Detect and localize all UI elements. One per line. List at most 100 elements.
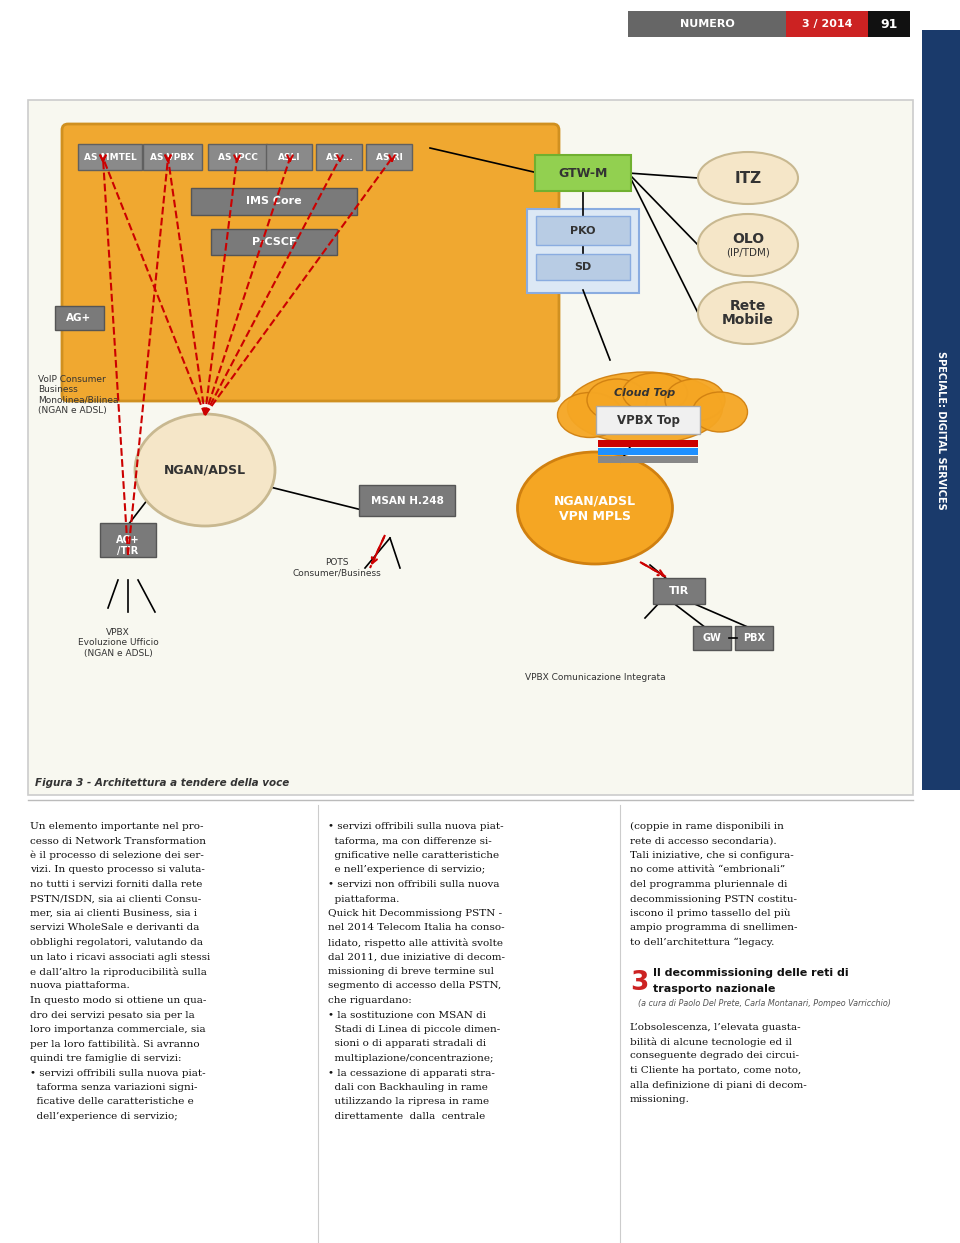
Text: ASLI: ASLI (277, 153, 300, 162)
Text: Quick hit Decommissiong PSTN -: Quick hit Decommissiong PSTN - (328, 909, 502, 919)
FancyBboxPatch shape (535, 155, 631, 191)
Text: un lato i ricavi associati agli stessi: un lato i ricavi associati agli stessi (30, 952, 210, 962)
FancyBboxPatch shape (693, 626, 731, 650)
Text: lidato, rispetto alle attività svolte: lidato, rispetto alle attività svolte (328, 938, 503, 948)
Ellipse shape (698, 152, 798, 204)
Text: no come attività “embrionali”: no come attività “embrionali” (630, 865, 785, 875)
Ellipse shape (698, 282, 798, 344)
Text: dro dei servizi pesato sia per la: dro dei servizi pesato sia per la (30, 1011, 195, 1019)
Text: Mobile: Mobile (722, 313, 774, 327)
FancyBboxPatch shape (366, 144, 412, 170)
Ellipse shape (587, 379, 647, 421)
Text: Cloud Top: Cloud Top (614, 388, 676, 398)
Text: taforma, ma con differenze si-: taforma, ma con differenze si- (328, 837, 492, 845)
Text: SD: SD (574, 262, 591, 272)
Text: Figura 3 - Architettura a tendere della voce: Figura 3 - Architettura a tendere della … (35, 778, 289, 788)
Text: 3 / 2014: 3 / 2014 (802, 19, 852, 29)
Text: direttamente  dalla  centrale: direttamente dalla centrale (328, 1112, 485, 1121)
Text: to dell’architettura “legacy.: to dell’architettura “legacy. (630, 938, 775, 947)
Text: (a cura di Paolo Del Prete, Carla Montanari, Pompeo Varricchio): (a cura di Paolo Del Prete, Carla Montan… (638, 998, 891, 1008)
Text: servizi WholeSale e derivanti da: servizi WholeSale e derivanti da (30, 924, 200, 932)
FancyBboxPatch shape (653, 578, 705, 604)
Text: IMS Core: IMS Core (246, 196, 301, 206)
Text: segmento di accesso della PSTN,: segmento di accesso della PSTN, (328, 982, 501, 991)
Text: • servizi non offribili sulla nuova: • servizi non offribili sulla nuova (328, 880, 499, 889)
Text: obblighi regolatori, valutando da: obblighi regolatori, valutando da (30, 938, 203, 947)
Text: ti Cliente ha portato, come noto,: ti Cliente ha portato, come noto, (630, 1066, 802, 1075)
Text: vizi. In questo processo si valuta-: vizi. In questo processo si valuta- (30, 865, 204, 875)
FancyBboxPatch shape (359, 485, 455, 516)
Text: ficative delle caratteristiche e: ficative delle caratteristiche e (30, 1098, 194, 1106)
Text: NGAN/ADSL: NGAN/ADSL (554, 495, 636, 507)
Text: sioni o di apparati stradali di: sioni o di apparati stradali di (328, 1039, 486, 1049)
Text: mer, sia ai clienti Business, sia i: mer, sia ai clienti Business, sia i (30, 909, 197, 919)
Text: missioning di breve termine sul: missioning di breve termine sul (328, 967, 494, 976)
Text: che riguardano:: che riguardano: (328, 996, 412, 1006)
FancyBboxPatch shape (536, 216, 630, 245)
Text: decommissioning PSTN costitu-: decommissioning PSTN costitu- (630, 895, 797, 904)
FancyBboxPatch shape (598, 440, 698, 447)
Text: NGAN/ADSL: NGAN/ADSL (164, 464, 246, 476)
FancyBboxPatch shape (868, 11, 910, 37)
Text: ampio programma di snellimen-: ampio programma di snellimen- (630, 924, 798, 932)
FancyBboxPatch shape (922, 30, 960, 791)
FancyBboxPatch shape (211, 229, 337, 255)
Text: no tutti i servizi forniti dalla rete: no tutti i servizi forniti dalla rete (30, 880, 203, 889)
FancyBboxPatch shape (28, 99, 913, 796)
FancyBboxPatch shape (62, 124, 559, 401)
Text: In questo modo si ottiene un qua-: In questo modo si ottiene un qua- (30, 996, 206, 1006)
Text: • la sostituzione con MSAN di: • la sostituzione con MSAN di (328, 1011, 486, 1019)
Text: VPBX Comunicazione Integrata: VPBX Comunicazione Integrata (525, 672, 665, 682)
Text: OLO: OLO (732, 232, 764, 246)
Text: rete di accesso secondaria).: rete di accesso secondaria). (630, 837, 777, 845)
Text: trasporto nazionale: trasporto nazionale (653, 983, 776, 993)
Text: Stadi di Linea di piccole dimen-: Stadi di Linea di piccole dimen- (328, 1025, 500, 1034)
FancyBboxPatch shape (266, 144, 312, 170)
Text: VPN MPLS: VPN MPLS (559, 510, 631, 522)
Text: AS IPCC: AS IPCC (218, 153, 257, 162)
Text: 91: 91 (880, 17, 898, 31)
Text: taforma senza variazioni signi-: taforma senza variazioni signi- (30, 1083, 198, 1093)
Text: cesso di Network Transformation: cesso di Network Transformation (30, 837, 206, 845)
Text: per la loro fattibilità. Si avranno: per la loro fattibilità. Si avranno (30, 1039, 200, 1049)
FancyBboxPatch shape (536, 254, 630, 280)
FancyBboxPatch shape (598, 456, 698, 462)
Text: utilizzando la ripresa in rame: utilizzando la ripresa in rame (328, 1098, 490, 1106)
Text: • servizi offribili sulla nuova piat-: • servizi offribili sulla nuova piat- (30, 1069, 205, 1078)
Text: alla definizione di piani di decom-: alla definizione di piani di decom- (630, 1080, 806, 1090)
Text: NUMERO: NUMERO (680, 19, 734, 29)
Ellipse shape (665, 379, 725, 421)
FancyBboxPatch shape (735, 626, 773, 650)
Text: e nell’experience di servizio;: e nell’experience di servizio; (328, 865, 485, 875)
Text: nuova piattaforma.: nuova piattaforma. (30, 982, 130, 991)
FancyBboxPatch shape (100, 523, 156, 557)
Ellipse shape (692, 392, 748, 433)
Text: ITZ: ITZ (734, 170, 761, 185)
Text: POTS
Consumer/Business: POTS Consumer/Business (293, 558, 381, 578)
Ellipse shape (558, 393, 622, 438)
Text: PSTN/ISDN, sia ai clienti Consu-: PSTN/ISDN, sia ai clienti Consu- (30, 895, 202, 904)
Text: AS RI: AS RI (375, 153, 402, 162)
Text: AG+: AG+ (116, 534, 140, 544)
Text: gnificative nelle caratteristiche: gnificative nelle caratteristiche (328, 851, 499, 860)
Text: VPBX Top: VPBX Top (616, 414, 680, 426)
Text: AS MMTEL: AS MMTEL (84, 153, 136, 162)
Ellipse shape (698, 214, 798, 276)
Ellipse shape (567, 372, 723, 444)
Text: missioning.: missioning. (630, 1095, 690, 1104)
Text: L’obsolescenza, l’elevata guasta-: L’obsolescenza, l’elevata guasta- (630, 1023, 801, 1032)
Text: Il decommissioning delle reti di: Il decommissioning delle reti di (653, 968, 849, 978)
Ellipse shape (135, 414, 275, 526)
FancyBboxPatch shape (598, 447, 698, 455)
Text: conseguente degrado dei circui-: conseguente degrado dei circui- (630, 1052, 799, 1060)
Text: (coppie in rame disponibili in: (coppie in rame disponibili in (630, 822, 784, 832)
Text: Rete: Rete (730, 300, 766, 313)
FancyBboxPatch shape (527, 209, 639, 293)
Text: quindi tre famiglie di servizi:: quindi tre famiglie di servizi: (30, 1054, 181, 1063)
Text: piattaforma.: piattaforma. (328, 895, 399, 904)
Text: AS VPBX: AS VPBX (151, 153, 195, 162)
Text: P-CSCF: P-CSCF (252, 237, 297, 247)
Text: Tali iniziative, che si configura-: Tali iniziative, che si configura- (630, 851, 794, 860)
Text: è il processo di selezione dei ser-: è il processo di selezione dei ser- (30, 851, 204, 860)
Text: 3: 3 (630, 971, 648, 997)
